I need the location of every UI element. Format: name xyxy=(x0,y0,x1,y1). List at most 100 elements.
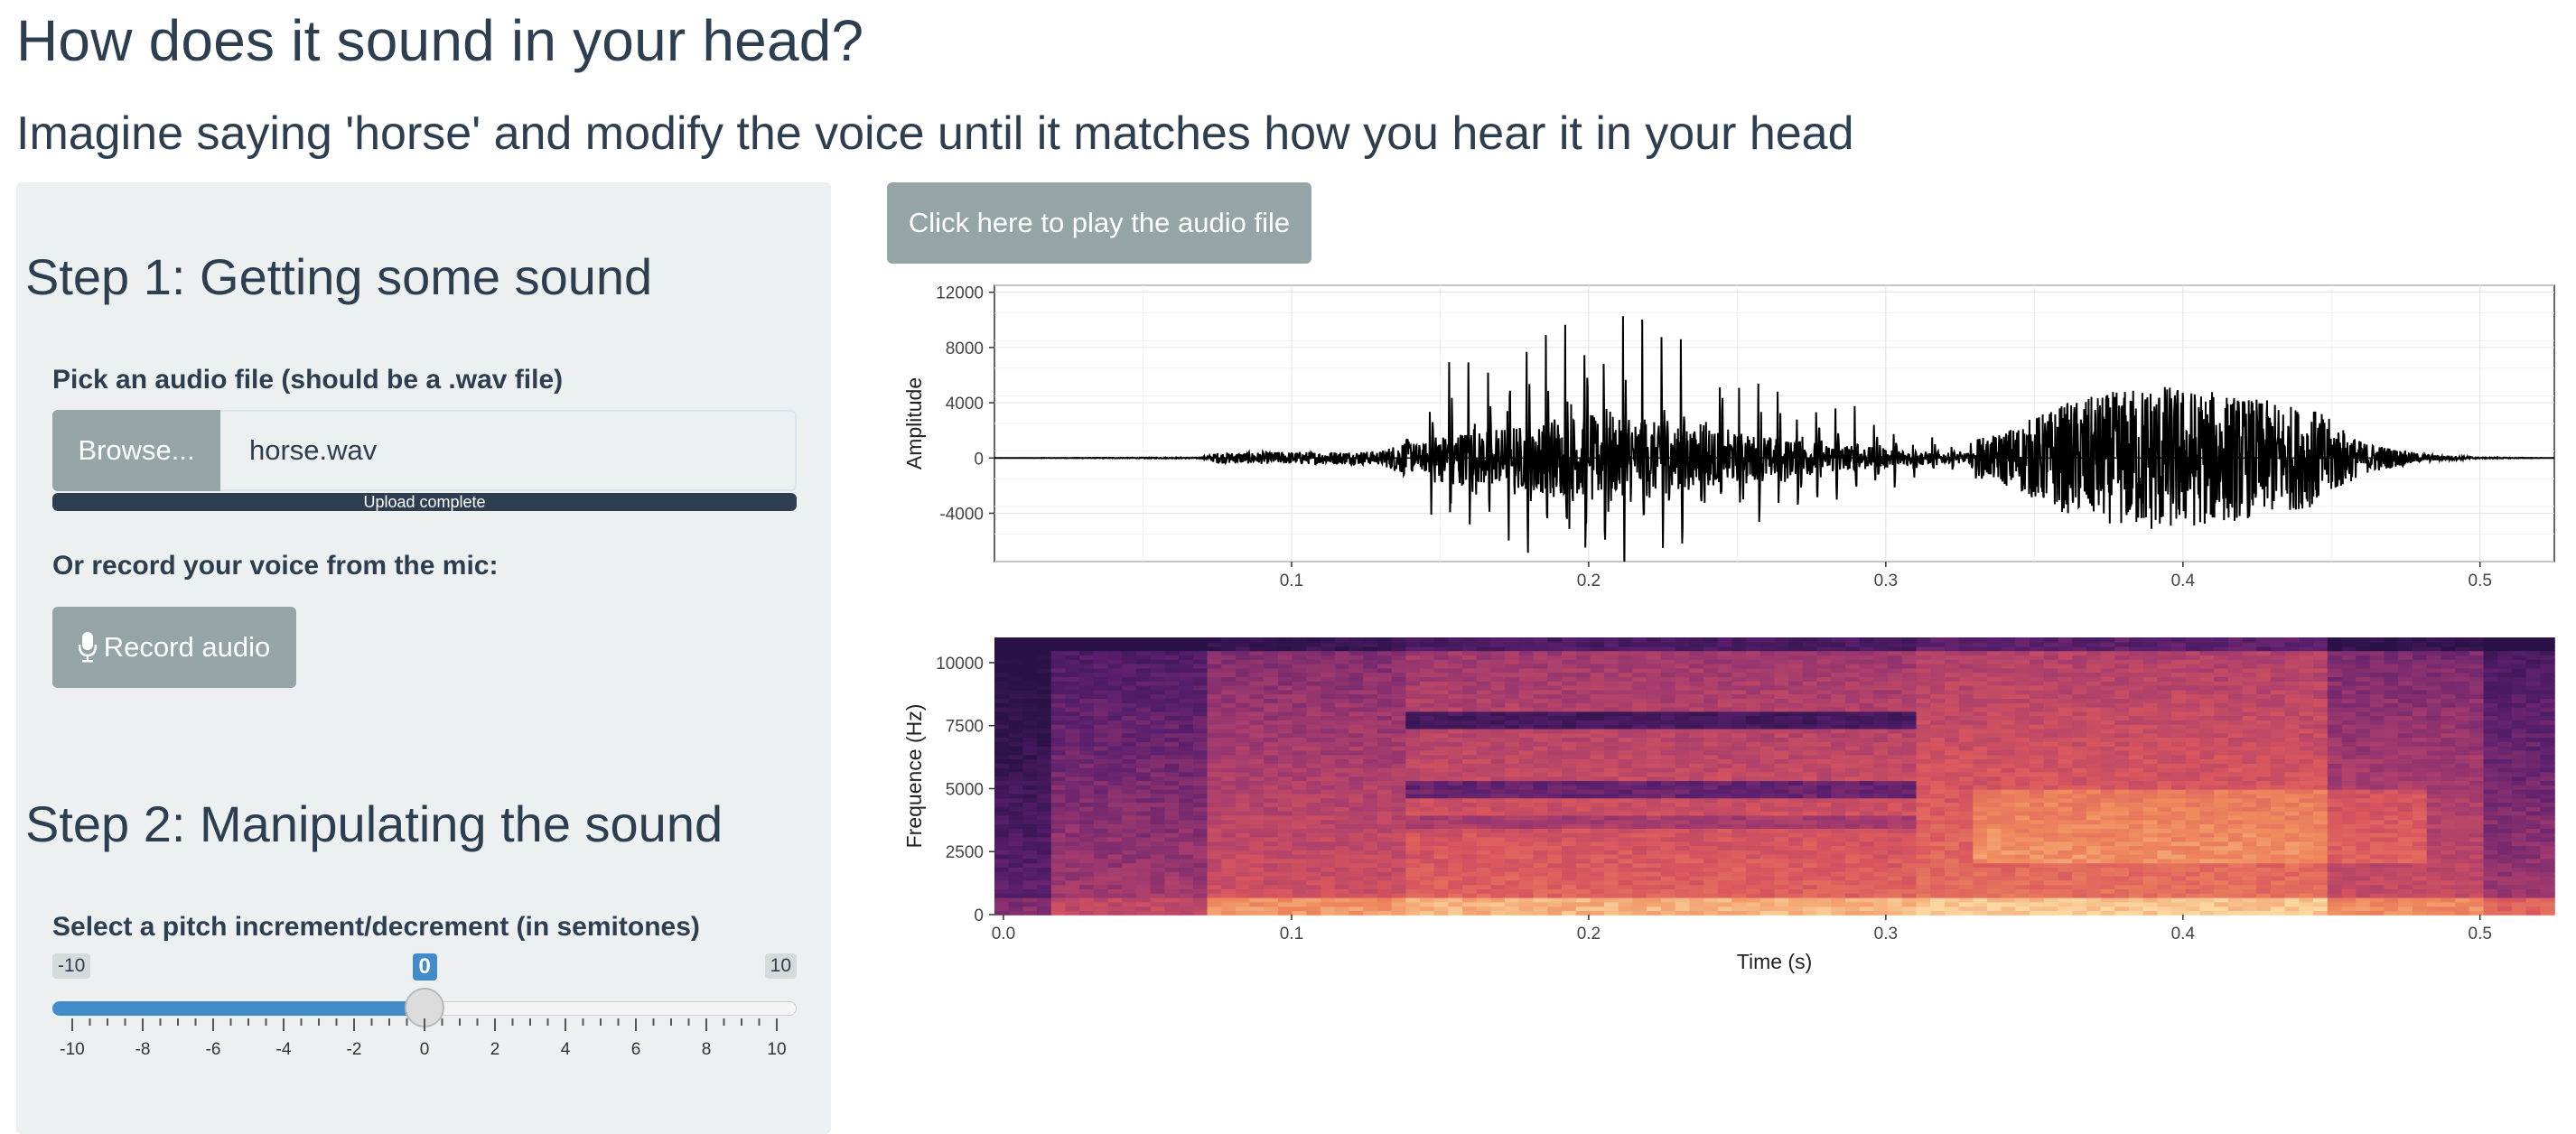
spectrogram-cell xyxy=(1518,845,1535,850)
spectrogram-cell xyxy=(1788,737,1804,742)
spectrogram-cell xyxy=(1264,802,1279,807)
spectrogram-cell xyxy=(1490,672,1506,677)
spectrogram-cell xyxy=(1731,810,1747,816)
spectrogram-cell xyxy=(1647,884,1662,889)
record-audio-button[interactable]: Record audio xyxy=(52,607,296,688)
spectrogram-cell xyxy=(1405,741,1421,747)
spectrogram-cell xyxy=(1675,763,1691,768)
spectrogram-cell xyxy=(1164,650,1180,655)
spectrogram-cell xyxy=(1363,732,1378,739)
spectrogram-cell xyxy=(1788,767,1804,773)
spectrogram-cell xyxy=(1717,672,1733,677)
spectrogram-cell xyxy=(1831,875,1846,881)
spectrogram-cell xyxy=(1746,793,1761,799)
spectrogram-cell xyxy=(1433,814,1450,821)
spectrogram-cell xyxy=(1845,728,1861,734)
spectrogram-cell xyxy=(1632,853,1647,860)
spectrogram-cell xyxy=(1618,676,1634,682)
spectrogram-cell xyxy=(1689,767,1704,773)
file-input[interactable]: Browse... horse.wav xyxy=(52,410,797,491)
spectrogram-cell xyxy=(1022,689,1038,695)
spectrogram-cell xyxy=(1575,884,1591,889)
spectrogram-cell xyxy=(1079,676,1095,682)
spectrogram-cell xyxy=(1901,711,1918,717)
play-audio-button[interactable]: Click here to play the audio file xyxy=(887,182,1311,264)
spectrogram-cell xyxy=(1505,867,1520,872)
spectrogram-cell xyxy=(1192,819,1209,825)
spectrogram-cell xyxy=(1689,702,1704,708)
spectrogram-cell xyxy=(1150,862,1166,868)
spectrogram-cell xyxy=(1107,841,1124,847)
spectrogram-cell xyxy=(1930,646,1946,652)
spectrogram-cell xyxy=(1859,897,1875,903)
spectrogram-cell xyxy=(1618,788,1634,795)
spectrogram-cell xyxy=(1901,879,1918,886)
slider-handle[interactable] xyxy=(405,988,444,1027)
spectrogram-cell xyxy=(1759,650,1776,655)
spectrogram-cell xyxy=(1575,728,1591,734)
spectrogram-cell xyxy=(1973,823,1988,829)
spectrogram-cell xyxy=(1079,901,1095,907)
spectrogram-cell xyxy=(1930,785,1946,790)
browse-button[interactable]: Browse... xyxy=(52,410,220,491)
spectrogram-cell xyxy=(1334,767,1350,773)
spectrogram-cell xyxy=(1207,702,1222,708)
spectrogram-cell xyxy=(1037,814,1052,821)
spectrogram-cell xyxy=(1958,676,1974,682)
spectrogram-cell xyxy=(1901,867,1918,872)
spectrogram-cell xyxy=(1859,745,1875,751)
spectrogram-cell xyxy=(2015,672,2030,677)
spectrogram-cell xyxy=(1759,828,1776,833)
spectrogram-cell xyxy=(1518,871,1535,877)
spectrogram-cell xyxy=(1278,845,1293,850)
spectrogram-cell xyxy=(1235,763,1251,768)
spectrogram-cell xyxy=(1675,871,1691,877)
spectrogram-cell xyxy=(2015,819,2030,825)
spectrogram-cell xyxy=(1377,723,1393,730)
spectrogram-cell xyxy=(1037,689,1052,695)
spectrogram-cell xyxy=(1845,810,1861,816)
spectrogram-cell xyxy=(1008,758,1024,764)
spectrogram-cell xyxy=(1916,646,1931,652)
spectrogram-cell xyxy=(1433,702,1450,708)
spectrogram-cell xyxy=(1405,641,1421,647)
spectrogram-cell xyxy=(1604,741,1619,747)
spectrogram-cell xyxy=(1448,672,1463,677)
spectrogram-cell xyxy=(1050,832,1067,838)
spectrogram-cell xyxy=(1575,646,1591,652)
spectrogram-cell xyxy=(1420,832,1435,838)
spectrogram-cell xyxy=(1660,715,1676,720)
pitch-slider[interactable]: -10 10 0 -10 -8 -6 -4 -2 0 2 4 6 8 10 xyxy=(52,953,797,1080)
spectrogram-cell xyxy=(1533,793,1549,799)
spectrogram-cell xyxy=(1377,715,1393,720)
spectrogram-cell xyxy=(1448,871,1463,877)
spectrogram-cell xyxy=(2001,797,2017,804)
spectrogram-cell xyxy=(1022,858,1038,864)
spectrogram-cell xyxy=(1987,853,2002,860)
spectrogram-cell xyxy=(1987,901,2002,907)
spectrogram-cell xyxy=(1107,850,1124,855)
spectrogram-cell xyxy=(1774,728,1789,734)
spectrogram-cell xyxy=(1448,893,1463,898)
spectrogram-cell xyxy=(1448,897,1463,903)
spectrogram-cell xyxy=(1150,884,1166,889)
spectrogram-cell xyxy=(994,828,1010,833)
spectrogram-cell xyxy=(1759,672,1776,677)
spectrogram-cell xyxy=(1533,663,1549,669)
spectrogram-cell xyxy=(1916,871,1931,877)
spectrogram-cell xyxy=(1136,853,1152,860)
spectrogram-cell xyxy=(1731,879,1747,886)
spectrogram-cell xyxy=(1363,698,1378,703)
spectrogram-cell xyxy=(1179,663,1194,669)
spectrogram-cell xyxy=(1816,681,1833,686)
spectrogram-cell xyxy=(1831,728,1846,734)
spectrogram-cell xyxy=(1050,867,1067,872)
spectrogram-cell xyxy=(1292,684,1308,691)
spectrogram-cell xyxy=(1774,788,1789,795)
file-name-field[interactable]: horse.wav xyxy=(220,410,797,491)
spectrogram-cell xyxy=(1122,715,1137,720)
spectrogram-cell xyxy=(1632,737,1647,742)
spectrogram-cell xyxy=(1490,884,1506,889)
spectrogram-cell xyxy=(1802,720,1818,725)
spectrogram-cell xyxy=(1192,637,1209,643)
